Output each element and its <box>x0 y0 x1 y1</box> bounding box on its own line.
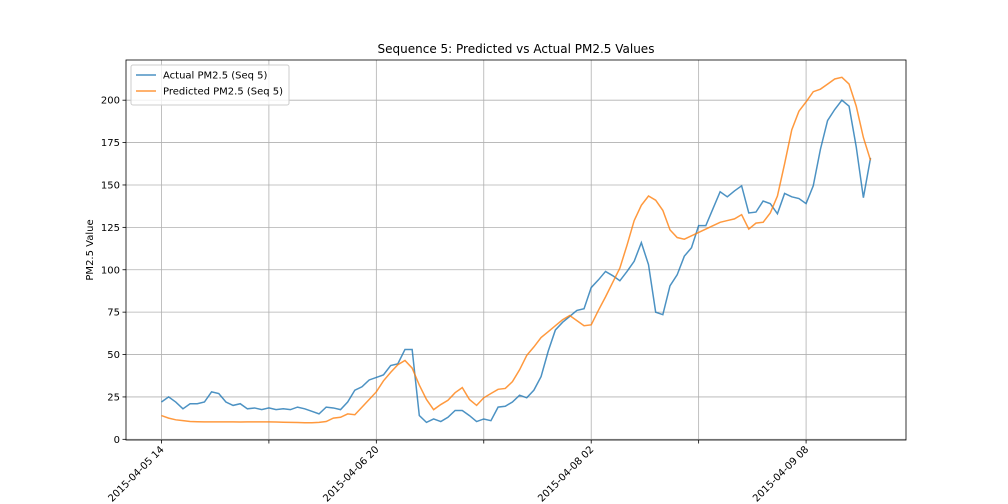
legend-label: Actual PM2.5 (Seq 5) <box>163 71 268 82</box>
y-tick-label: 75 <box>107 308 120 319</box>
y-tick-label: 25 <box>107 392 120 403</box>
y-tick-label: 200 <box>101 96 120 107</box>
chart-title: Sequence 5: Predicted vs Actual PM2.5 Va… <box>378 42 655 56</box>
y-tick-label: 100 <box>101 265 120 276</box>
y-tick-label: 0 <box>114 435 120 446</box>
plot-frame <box>125 59 907 441</box>
data-line <box>161 99 872 424</box>
data-line <box>161 76 872 424</box>
legend-label: Predicted PM2.5 (Seq 5) <box>163 87 283 98</box>
legend-box <box>130 64 290 106</box>
y-tick-label: 175 <box>101 138 120 149</box>
y-tick-label: 125 <box>101 223 120 234</box>
y-axis-label: PM2.5 Value <box>85 219 96 280</box>
y-tick-label: 50 <box>107 350 120 361</box>
y-tick-label: 150 <box>101 180 120 191</box>
legend: Actual PM2.5 (Seq 5) Predicted PM2.5 (Seq… <box>130 64 290 106</box>
